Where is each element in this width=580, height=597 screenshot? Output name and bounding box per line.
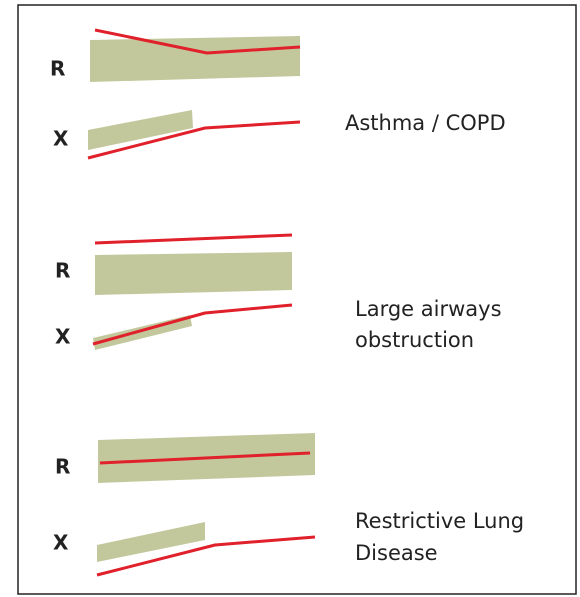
r-band xyxy=(90,36,300,82)
panel: R X Restrictive Lung Disease xyxy=(53,433,524,577)
x-line xyxy=(87,120,301,160)
r-line xyxy=(94,233,293,245)
x-label: X xyxy=(55,325,71,349)
panel: R X Large airways obstruction xyxy=(55,233,502,352)
caption: Large airways xyxy=(355,297,502,321)
panel: R X Asthma / COPD xyxy=(50,28,506,160)
x-band xyxy=(88,110,193,150)
r-label: R xyxy=(50,57,65,81)
r-line xyxy=(94,28,301,55)
caption: obstruction xyxy=(355,328,474,352)
caption: Disease xyxy=(355,541,438,565)
r-band xyxy=(95,252,292,295)
x-label: X xyxy=(53,531,69,555)
caption: Restrictive Lung xyxy=(355,509,524,533)
r-label: R xyxy=(55,259,70,283)
x-line xyxy=(92,303,293,346)
x-label: X xyxy=(53,127,69,151)
r-label: R xyxy=(55,455,70,479)
frame xyxy=(17,4,577,595)
x-band xyxy=(97,522,205,562)
x-line xyxy=(96,535,316,577)
r-line xyxy=(99,451,311,465)
caption: Asthma / COPD xyxy=(345,111,506,135)
